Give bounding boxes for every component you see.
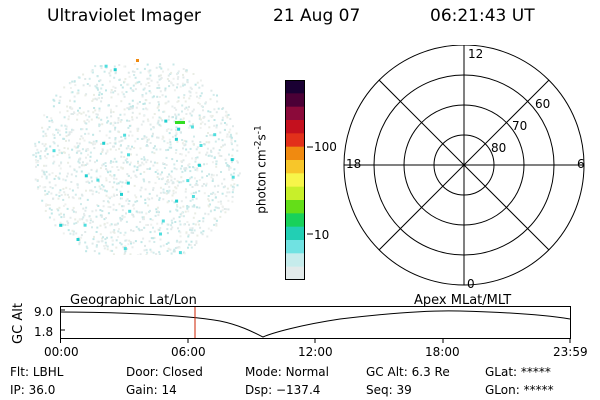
orbit-plot <box>60 306 571 343</box>
y-tick-top: 9.0 <box>34 305 54 319</box>
door-status: Door: Closed <box>126 365 203 379</box>
mode-status: Mode: Normal <box>245 365 329 379</box>
x-tick-1800: 18:00 <box>425 345 460 359</box>
apex-label: Apex MLat/MLT <box>414 293 512 308</box>
gain-status: Gain: 14 <box>126 383 177 397</box>
mlt-18-label: 18 <box>346 157 362 171</box>
date-label: 21 Aug 07 <box>273 6 361 26</box>
filter-status: Flt: LBHL <box>10 365 64 379</box>
mlt-12-label: 12 <box>468 47 484 61</box>
y-tick-bottom: 1.8 <box>34 325 54 339</box>
mlat-80-label: 80 <box>491 141 507 155</box>
mlt-6-label: 6 <box>577 157 585 171</box>
colorbar <box>285 80 305 281</box>
x-tick-2359: 23:59 <box>553 345 588 359</box>
gc-alt-axis-label: GC Alt <box>10 303 26 344</box>
instrument-title: Ultraviolet Imager <box>47 6 201 26</box>
glon-status: GLon: ***** <box>485 383 554 397</box>
x-tick-0000: 00:00 <box>44 345 79 359</box>
colorbar-ticks <box>307 80 313 280</box>
gc-alt-status: GC Alt: 6.3 Re <box>366 365 450 379</box>
colorbar-tick-10: 10 <box>314 228 330 242</box>
mlat-70-label: 70 <box>512 119 528 133</box>
uv-image-disk <box>32 59 241 255</box>
geographic-label: Geographic Lat/Lon <box>70 293 197 308</box>
x-tick-1200: 12:00 <box>298 345 333 359</box>
time-label: 06:21:43 UT <box>430 6 535 26</box>
glat-status: GLat: ***** <box>485 365 551 379</box>
ip-status: IP: 36.0 <box>10 383 56 397</box>
seq-status: Seq: 39 <box>366 383 412 397</box>
colorbar-tick-100: 100 <box>314 140 337 154</box>
colorbar-label: photon cm-2s-1 <box>253 125 269 214</box>
x-tick-0600: 06:00 <box>171 345 206 359</box>
mlt-0-label: 0 <box>467 277 475 291</box>
mlat-60-label: 60 <box>535 97 551 111</box>
polar-grid <box>343 45 585 286</box>
dsp-status: Dsp: −137.4 <box>245 383 321 397</box>
